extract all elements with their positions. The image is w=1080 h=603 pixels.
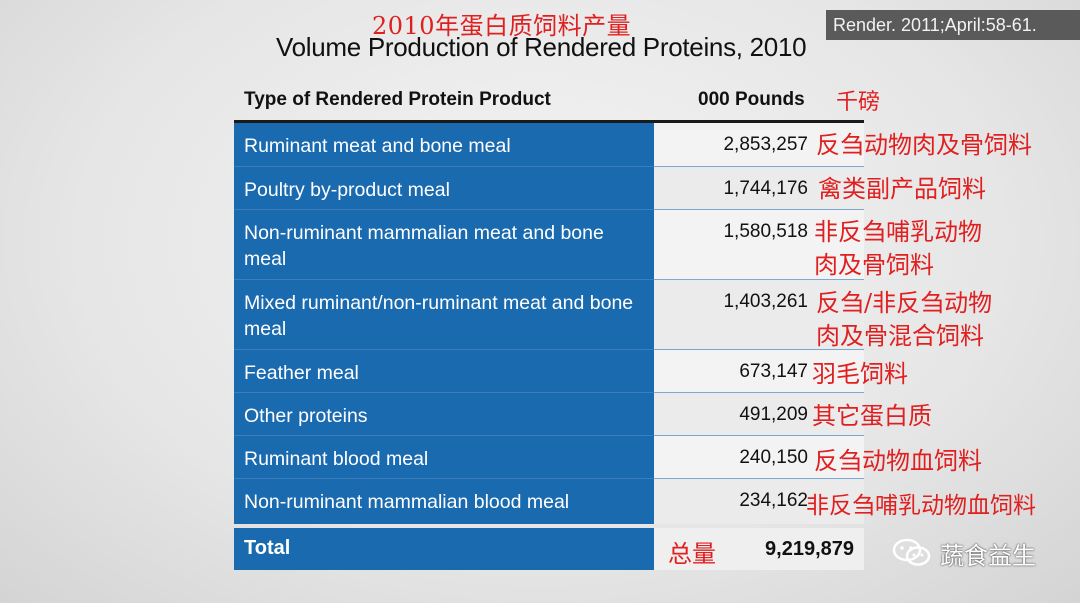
row-divider xyxy=(234,279,864,280)
row-name: Ruminant meat and bone meal xyxy=(234,123,654,167)
source-citation: Render. 2011;April:58-61. xyxy=(826,10,1080,40)
unit-annotation: 千磅 xyxy=(836,90,881,115)
table-row: Poultry by-product meal 1,744,176 xyxy=(234,167,864,210)
row-annotation-cn: 禽类副产品饲料 xyxy=(818,175,986,203)
row-name: Feather meal xyxy=(234,350,654,393)
row-value: 491,209 xyxy=(654,393,864,436)
row-value: 673,147 xyxy=(654,350,864,393)
total-row: Total 9,219,879 xyxy=(234,528,864,570)
row-name: Non-ruminant mammalian meat and bone mea… xyxy=(234,210,654,280)
row-annotation-cn: 非反刍哺乳动物血饲料 xyxy=(806,493,1036,519)
total-annotation-cn: 总量 xyxy=(668,540,716,568)
header-divider xyxy=(234,120,864,123)
table-row: Ruminant meat and bone meal 2,853,257 xyxy=(234,123,864,167)
row-annotation-cn: 非反刍哺乳动物 xyxy=(814,218,982,246)
row-annotation-cn: 反刍动物肉及骨饲料 xyxy=(816,131,1032,159)
english-title: Volume Production of Rendered Proteins, … xyxy=(276,32,807,62)
row-annotation-cn: 其它蛋白质 xyxy=(812,402,932,430)
chinese-title: 2010年蛋白质饲料产量 xyxy=(372,12,632,40)
row-annotation-cn: 反刍/非反刍动物 xyxy=(816,289,993,317)
table-row: Mixed ruminant/non-ruminant meat and bon… xyxy=(234,280,864,350)
row-value: 240,150 xyxy=(654,436,864,479)
row-annotation-cn: 肉及骨混合饲料 xyxy=(816,322,984,350)
row-divider xyxy=(234,209,864,210)
row-name: Non-ruminant mammalian blood meal xyxy=(234,479,654,524)
total-label: Total xyxy=(244,537,291,559)
row-value: 1,403,261 xyxy=(654,280,864,350)
row-name: Mixed ruminant/non-ruminant meat and bon… xyxy=(234,280,654,350)
row-divider xyxy=(234,349,864,350)
table-row: Other proteins 491,209 xyxy=(234,393,864,436)
column-header-pounds: 000 Pounds xyxy=(698,89,805,110)
row-name: Poultry by-product meal xyxy=(234,167,654,210)
wechat-icon xyxy=(892,538,932,568)
row-divider xyxy=(234,392,864,393)
row-name: Other proteins xyxy=(234,393,654,436)
watermark: 蔬食益生 xyxy=(892,535,1036,571)
row-annotation-cn: 羽毛饲料 xyxy=(812,360,908,388)
row-annotation-cn: 反刍动物血饲料 xyxy=(814,447,982,475)
table-header: Type of Rendered Protein Product 000 Pou… xyxy=(234,86,864,116)
row-annotation-cn: 肉及骨饲料 xyxy=(814,251,934,279)
watermark-text: 蔬食益生 xyxy=(940,541,1036,570)
row-value: 2,853,257 xyxy=(654,123,864,167)
row-divider xyxy=(234,166,864,167)
table-row: Ruminant blood meal 240,150 xyxy=(234,436,864,479)
total-value: 9,219,879 xyxy=(765,538,854,560)
row-divider xyxy=(234,435,864,436)
row-value: 234,162 xyxy=(654,479,864,524)
row-value: 1,580,518 xyxy=(654,210,864,280)
row-name: Ruminant blood meal xyxy=(234,436,654,479)
table-row: Non-ruminant mammalian meat and bone mea… xyxy=(234,210,864,280)
table-row: Non-ruminant mammalian blood meal 234,16… xyxy=(234,479,864,524)
protein-table: Ruminant meat and bone meal 2,853,257 Po… xyxy=(234,123,864,524)
row-divider xyxy=(234,478,864,479)
table-row: Feather meal 673,147 xyxy=(234,350,864,393)
row-value: 1,744,176 xyxy=(654,167,864,210)
total-value-cell: 9,219,879 xyxy=(654,528,864,570)
column-header-type: Type of Rendered Protein Product xyxy=(244,89,551,110)
